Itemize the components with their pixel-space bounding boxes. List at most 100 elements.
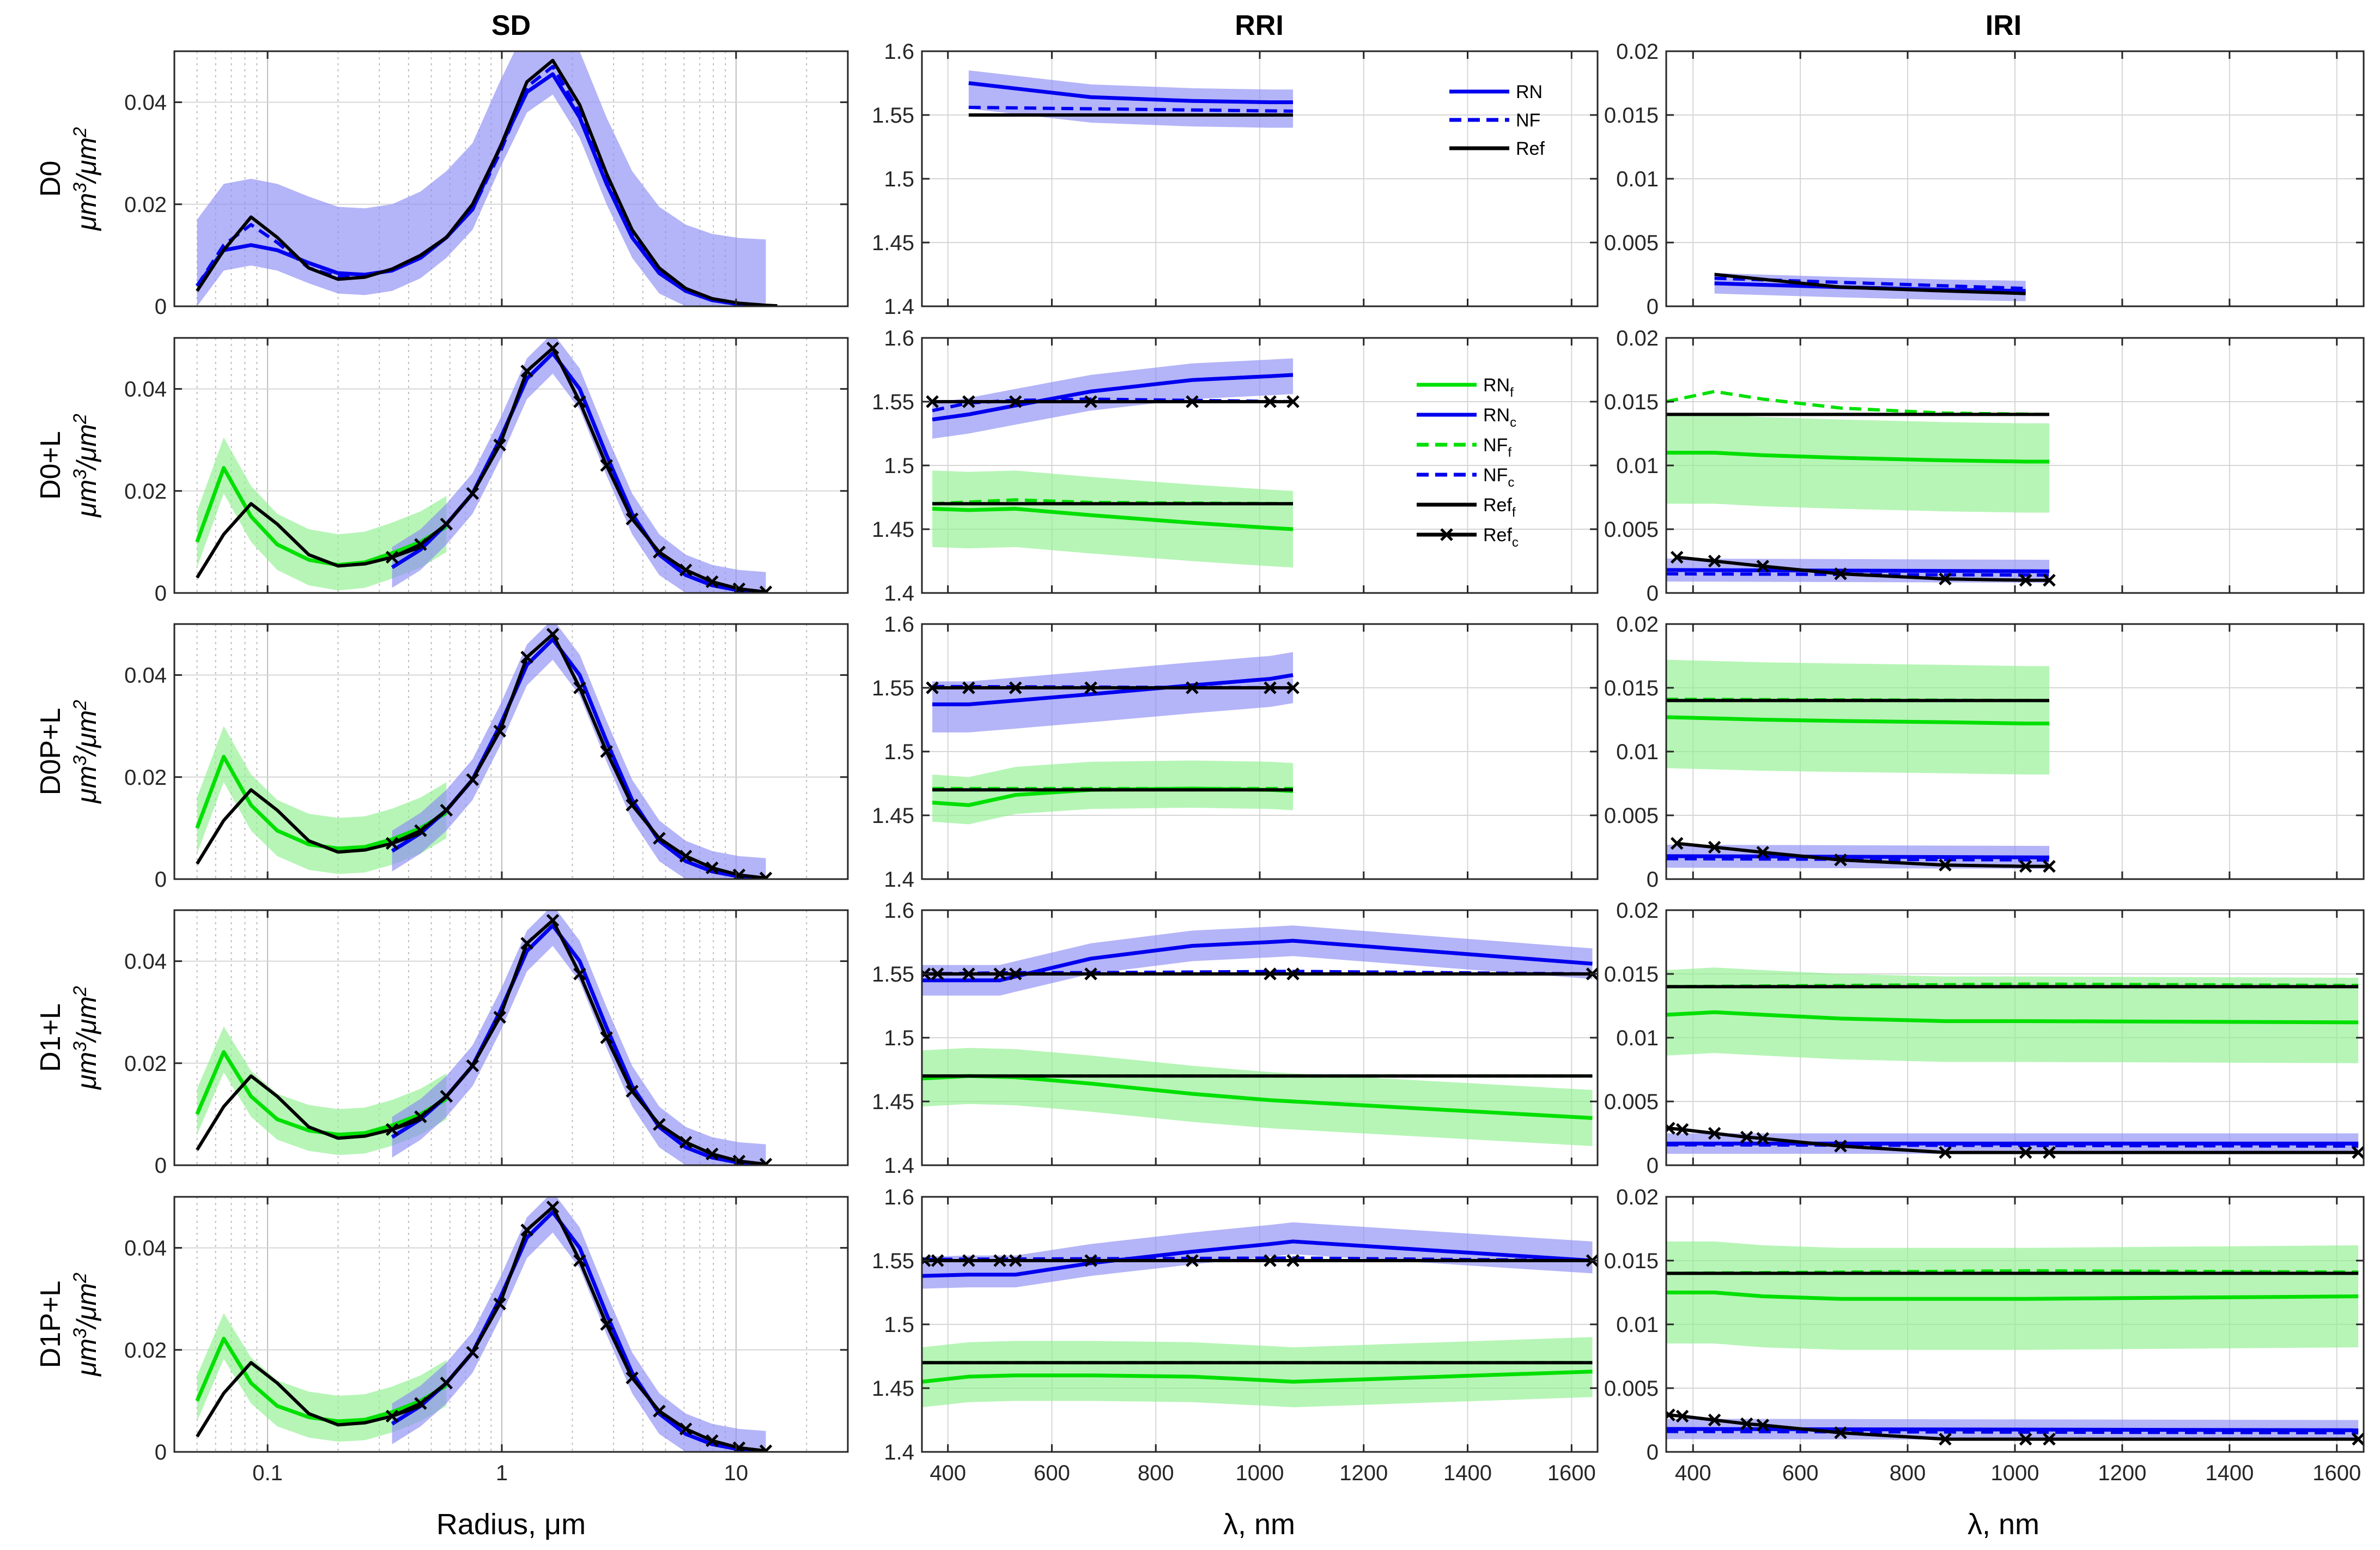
- x-tick-label: 1200: [1339, 1461, 1388, 1485]
- point-marker: [2043, 859, 2056, 873]
- point-marker: [962, 395, 975, 408]
- point-marker: [931, 1254, 944, 1267]
- row-label-group: D1+L μm3/μm2: [35, 986, 102, 1091]
- point-marker: [993, 1254, 1006, 1267]
- point-marker: [1286, 967, 1300, 980]
- y-tick-label: 0.015: [1604, 390, 1659, 414]
- point-marker: [600, 459, 613, 472]
- panel-sd-d0: 0 0.02 0.04: [124, 50, 849, 319]
- y-axis-units: μm3/μm2: [70, 986, 102, 1091]
- point-marker: [706, 861, 719, 875]
- labels-layer: SD RRI IRI Radius, μm λ, nm λ, nm D0μm3/…: [35, 10, 2039, 1541]
- panel-iri-d0: 0 0.005 0.01 0.015 0.02: [1604, 40, 2365, 319]
- y-axis-units: μm3/μm2: [70, 1273, 102, 1377]
- legend-label: Refc: [1483, 525, 1519, 550]
- series-ref-f: [196, 788, 421, 865]
- y-tick-label: 0.01: [1616, 740, 1659, 764]
- plot-area: [922, 1222, 1598, 1408]
- row-label-group: D1P+L μm3/μm2: [35, 1273, 102, 1377]
- point-marker: [414, 1397, 427, 1410]
- y-tick-label: 0.015: [1604, 104, 1659, 128]
- point-marker: [1084, 1254, 1097, 1267]
- point-marker: [1708, 554, 1721, 568]
- band-rn-f: [197, 1313, 447, 1442]
- series-rn-f: [1666, 1291, 2359, 1301]
- legend-label: Reff: [1483, 495, 1516, 520]
- panel-rri-d1plusl: 1.4 1.45 1.5 1.55 1.6: [872, 899, 1599, 1178]
- y-tick-label: 0.04: [124, 91, 167, 115]
- point-marker: [1286, 395, 1300, 408]
- axes-frame: [173, 623, 849, 880]
- y-tick-label: 0.015: [1604, 962, 1659, 986]
- band-rn-f: [197, 726, 447, 874]
- point-marker: [546, 1200, 560, 1214]
- y-tick-label: 0.02: [1616, 1185, 1659, 1209]
- y-tick-label: 1.6: [884, 899, 914, 923]
- point-marker: [2043, 1432, 2056, 1446]
- legend-marker: [1440, 528, 1453, 541]
- point-marker: [493, 1010, 506, 1024]
- point-marker: [1756, 846, 1769, 859]
- series-ref-c: [1668, 1413, 2359, 1441]
- point-marker: [706, 1147, 719, 1161]
- x-axis-label-iri: λ, nm: [1968, 1508, 2039, 1541]
- band-rn: [197, 51, 766, 306]
- x-tick-label: 600: [1034, 1461, 1070, 1485]
- column-title-iri: IRI: [1986, 10, 2021, 41]
- point-marker: [493, 1297, 506, 1311]
- series-rn-c: [1666, 854, 2050, 859]
- y-axis-units: μm3/μm2: [70, 414, 102, 518]
- point-marker: [385, 550, 399, 564]
- y-tick-label: 0.015: [1604, 676, 1659, 700]
- y-tick-label: 0.02: [124, 193, 167, 217]
- point-marker: [2043, 1146, 2056, 1159]
- point-marker: [1009, 1254, 1022, 1267]
- plot-area: [1666, 390, 2056, 587]
- legend-label: NF: [1516, 110, 1540, 131]
- point-marker: [1834, 1426, 1847, 1439]
- point-marker: [626, 1371, 639, 1385]
- legend: RNf RNc NFf NFc Reff Refc: [1417, 375, 1519, 550]
- point-marker: [653, 1404, 666, 1418]
- band-rn-f: [1666, 659, 2050, 775]
- row-label: D1P+L: [35, 1281, 66, 1368]
- point-marker: [1286, 681, 1300, 694]
- point-marker: [962, 967, 975, 980]
- point-marker: [1084, 967, 1097, 980]
- row-label-group: D0+L μm3/μm2: [35, 414, 102, 518]
- point-marker: [679, 1422, 693, 1436]
- point-marker: [1186, 681, 1199, 694]
- column-title-sd: SD: [491, 10, 531, 41]
- series-ref-f: [196, 1074, 421, 1151]
- plot-area: [195, 338, 773, 593]
- band-rn-f: [922, 1048, 1593, 1146]
- point-marker: [1834, 567, 1847, 580]
- point-marker: [679, 850, 693, 863]
- point-marker: [2352, 1146, 2364, 1159]
- x-tick-label: 1000: [1236, 1461, 1284, 1485]
- series-rn-c: [1666, 1427, 2359, 1432]
- plot-area: [922, 925, 1598, 1146]
- point-marker: [1708, 840, 1721, 854]
- y-tick-label: 1.5: [884, 1026, 914, 1050]
- band-rn-f: [197, 1026, 447, 1155]
- y-tick-label: 0.015: [1604, 1249, 1659, 1273]
- point-marker: [1756, 560, 1769, 573]
- point-marker: [546, 627, 560, 641]
- y-tick-label: 0: [155, 1154, 167, 1178]
- point-marker: [2043, 573, 2056, 587]
- point-marker: [1834, 853, 1847, 867]
- plot-area: [195, 624, 773, 879]
- y-tick-label: 0: [155, 1440, 167, 1464]
- y-tick-label: 1.55: [872, 104, 914, 128]
- point-marker: [573, 395, 586, 408]
- series-rn-f: [1666, 1010, 2359, 1025]
- y-tick-label: 0.005: [1604, 1377, 1659, 1401]
- point-marker: [759, 585, 773, 593]
- axes-frame: [173, 337, 849, 594]
- point-marker: [1939, 572, 1952, 586]
- point-marker: [1670, 550, 1684, 564]
- y-tick-label: 1.4: [884, 295, 914, 319]
- panel-sd-d0plusl: 0 0.02 0.04: [124, 337, 849, 606]
- point-marker: [573, 681, 586, 694]
